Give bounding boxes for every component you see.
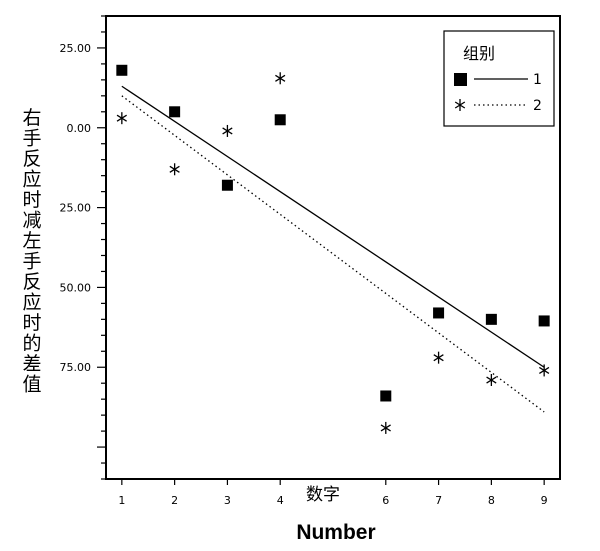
x-tick-label: 3 [224, 494, 231, 507]
legend-star-glyph [454, 99, 466, 111]
plot-frame [105, 15, 561, 480]
point-series-2 [275, 72, 286, 85]
x-tick-label: 2 [171, 494, 178, 507]
point-series-1 [485, 313, 497, 325]
legend-label-1: 1 [533, 72, 542, 88]
point-series-2 [433, 351, 444, 364]
x-tick-label: 8 [488, 494, 495, 507]
y-tick-label: 0.00 [67, 122, 92, 135]
data-points [116, 64, 550, 434]
y-axis-label: 右手反应时减左手反应时的差值 [22, 107, 41, 396]
point-series-1 [538, 315, 550, 327]
y-axis: 25.00 0.00 25.00 50.00 75.00 [60, 15, 106, 480]
x-tick-label: 9 [541, 494, 548, 507]
y-tick-label: 75.00 [60, 361, 92, 374]
fit-lines [121, 85, 545, 413]
y-tick-label: 25.00 [60, 42, 92, 55]
legend-label-2: 2 [533, 98, 542, 114]
point-series-1 [116, 64, 128, 76]
x-axis-label-cn: 数字 [306, 485, 340, 505]
legend: 组别 1 2 [443, 30, 555, 127]
point-series-2 [169, 163, 180, 176]
point-series-2 [539, 364, 550, 377]
legend-title: 组别 [463, 44, 495, 63]
x-axis-label: Number [296, 521, 375, 544]
point-series-1 [433, 307, 445, 319]
x-tick-label: 7 [435, 494, 442, 507]
legend-marker-2 [454, 99, 466, 111]
point-series-2 [222, 124, 233, 137]
legend-marker-1 [454, 73, 467, 86]
point-series-1 [169, 106, 181, 118]
x-tick-label: 1 [118, 494, 125, 507]
point-series-1 [380, 390, 392, 402]
x-tick-label: 6 [382, 494, 389, 507]
x-axis: 1 2 3 4 6 7 8 9 [118, 479, 548, 507]
x-tick-label: 4 [277, 494, 284, 507]
fit-line-series-1 [121, 85, 545, 368]
y-tick-label: 25.00 [60, 202, 92, 215]
point-series-1 [274, 114, 286, 126]
point-series-2 [380, 421, 391, 434]
point-series-2 [486, 374, 497, 387]
point-series-2 [116, 112, 127, 125]
y-axis-title: 右手反应时减左手反应时的差值 [22, 107, 41, 396]
point-series-1 [221, 179, 233, 191]
y-tick-label: 50.00 [60, 281, 92, 294]
